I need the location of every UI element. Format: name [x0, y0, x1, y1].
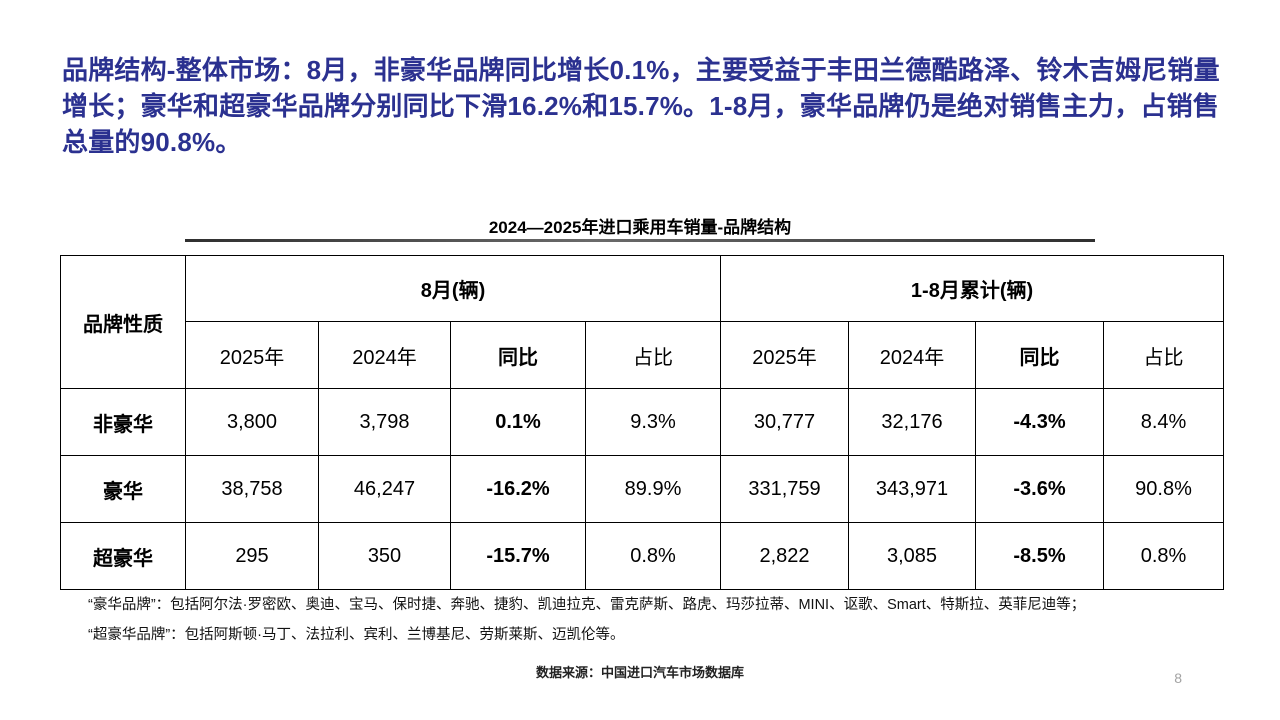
page-number: 8	[1174, 670, 1182, 686]
col-header-yoy-aug: 同比	[450, 321, 586, 389]
col-header-brand-type: 品牌性质	[60, 255, 186, 389]
cell-2024-aug: 350	[318, 522, 451, 590]
cell-2024-cum: 3,085	[848, 522, 977, 590]
cell-yoy-cum: -8.5%	[975, 522, 1105, 590]
cell-share-aug: 89.9%	[584, 455, 722, 523]
cell-share-cum: 90.8%	[1103, 455, 1225, 523]
col-header-share-aug: 占比	[584, 321, 722, 389]
row-label: 超豪华	[60, 522, 186, 590]
cell-2024-cum: 343,971	[848, 455, 977, 523]
cell-yoy-cum: -3.6%	[975, 455, 1105, 523]
cell-yoy-aug: 0.1%	[450, 388, 586, 456]
col-header-2024-aug: 2024年	[318, 321, 451, 389]
cell-2024-aug: 46,247	[318, 455, 451, 523]
table-title: 2024—2025年进口乘用车销量-品牌结构	[488, 218, 792, 237]
cell-2025-cum: 30,777	[720, 388, 850, 456]
cell-2025-aug: 38,758	[185, 455, 319, 523]
data-source-line: 数据来源：中国进口汽车市场数据库	[535, 665, 744, 680]
col-header-share-cum: 占比	[1103, 321, 1225, 389]
cell-share-cum: 8.4%	[1103, 388, 1225, 456]
cell-share-aug: 9.3%	[584, 388, 722, 456]
slide-headline: 品牌结构-整体市场：8月，非豪华品牌同比增长0.1%，主要受益于丰田兰德酷路泽、…	[62, 55, 1220, 157]
col-header-2025-cum: 2025年	[720, 321, 850, 389]
cell-yoy-aug: -15.7%	[450, 522, 586, 590]
col-group-cumulative: 1-8月累计(辆)	[720, 255, 1225, 322]
row-label: 豪华	[60, 455, 186, 523]
col-header-2025-aug: 2025年	[185, 321, 319, 389]
cell-2025-cum: 2,822	[720, 522, 850, 590]
cell-yoy-cum: -4.3%	[975, 388, 1105, 456]
cell-2025-cum: 331,759	[720, 455, 850, 523]
cell-2025-aug: 295	[185, 522, 319, 590]
cell-share-cum: 0.8%	[1103, 522, 1225, 590]
table-row-luxury: 豪华 38,758 46,247 -16.2% 89.9% 331,759 34…	[60, 455, 1225, 523]
cell-2025-aug: 3,800	[185, 388, 319, 456]
title-underline-rule	[185, 239, 1095, 242]
cell-2024-aug: 3,798	[318, 388, 451, 456]
footnotes-block: “豪华品牌”：包括阿尔法·罗密欧、奥迪、宝马、保时捷、奔驰、捷豹、凯迪拉克、雷克…	[88, 590, 1228, 650]
col-header-2024-cum: 2024年	[848, 321, 977, 389]
cell-2024-cum: 32,176	[848, 388, 977, 456]
footnote-super-luxury-brands: “超豪华品牌”：包括阿斯顿·马丁、法拉利、宾利、兰博基尼、劳斯莱斯、迈凯伦等。	[88, 627, 625, 643]
table-row-super-luxury: 超豪华 295 350 -15.7% 0.8% 2,822 3,085 -8.5…	[60, 522, 1225, 590]
row-label: 非豪华	[60, 388, 186, 456]
col-header-yoy-cum: 同比	[975, 321, 1105, 389]
cell-yoy-aug: -16.2%	[450, 455, 586, 523]
table-row-non-luxury: 非豪华 3,800 3,798 0.1% 9.3% 30,777 32,176 …	[60, 388, 1225, 456]
cell-share-aug: 0.8%	[584, 522, 722, 590]
col-group-august: 8月(辆)	[184, 255, 722, 322]
footnote-luxury-brands: “豪华品牌”：包括阿尔法·罗密欧、奥迪、宝马、保时捷、奔驰、捷豹、凯迪拉克、雷克…	[88, 597, 1086, 613]
sales-table: 品牌性质 8月(辆) 1-8月累计(辆) 2025年 2024年 同比 占比 2…	[60, 255, 1225, 590]
